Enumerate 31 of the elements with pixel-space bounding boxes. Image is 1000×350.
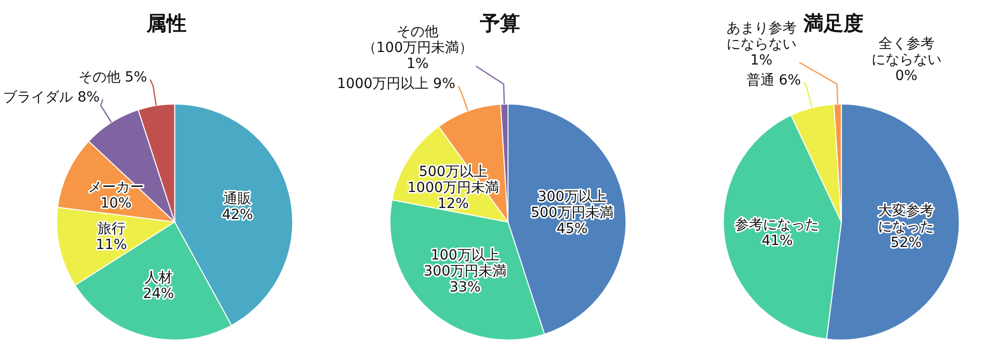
category-label: 全く参考にならない [871, 36, 942, 68]
slice-label: 300万以上500万円未満 [530, 188, 614, 221]
slice-label: 500万以上1000万円未満 [407, 164, 500, 196]
data-label: 41% [762, 233, 793, 250]
text: 0% [895, 68, 918, 84]
data-label: 1% [406, 56, 429, 72]
slice-label: ブライダル 8% [3, 89, 100, 106]
slice-label: メーカー [88, 179, 144, 196]
slice-label: 通販 [224, 190, 252, 207]
slice-label: 普通 6% [746, 71, 802, 88]
data-label: 12% [438, 196, 469, 212]
data-label: 42% [222, 206, 254, 223]
data-label: 1% [750, 52, 772, 68]
slice-label: その他 5% [78, 69, 148, 86]
slice-label: 1000万円以上 9% [336, 76, 456, 92]
slice-label: 旅行 [97, 221, 126, 238]
slice-label: 大変参考になった [878, 203, 934, 236]
slice-label: 人材 [144, 270, 173, 286]
data-label: 11% [96, 237, 127, 254]
slice-label: あまり参考にならない [726, 20, 796, 52]
data-label: 24% [142, 286, 174, 302]
data-label: 10% [100, 195, 132, 212]
slice-label: 参考になった [735, 217, 820, 234]
data-label: 33% [450, 280, 481, 296]
data-label: 52% [890, 235, 922, 252]
chart-title: 満足度 [802, 11, 864, 35]
slice-label: 100万以上300万円未満 [424, 248, 506, 280]
chart-title: 予算 [479, 11, 520, 35]
slice-label: その他（100万円未満） [362, 24, 473, 56]
chart-title: 属性 [146, 11, 187, 35]
data-label: 45% [556, 220, 588, 237]
